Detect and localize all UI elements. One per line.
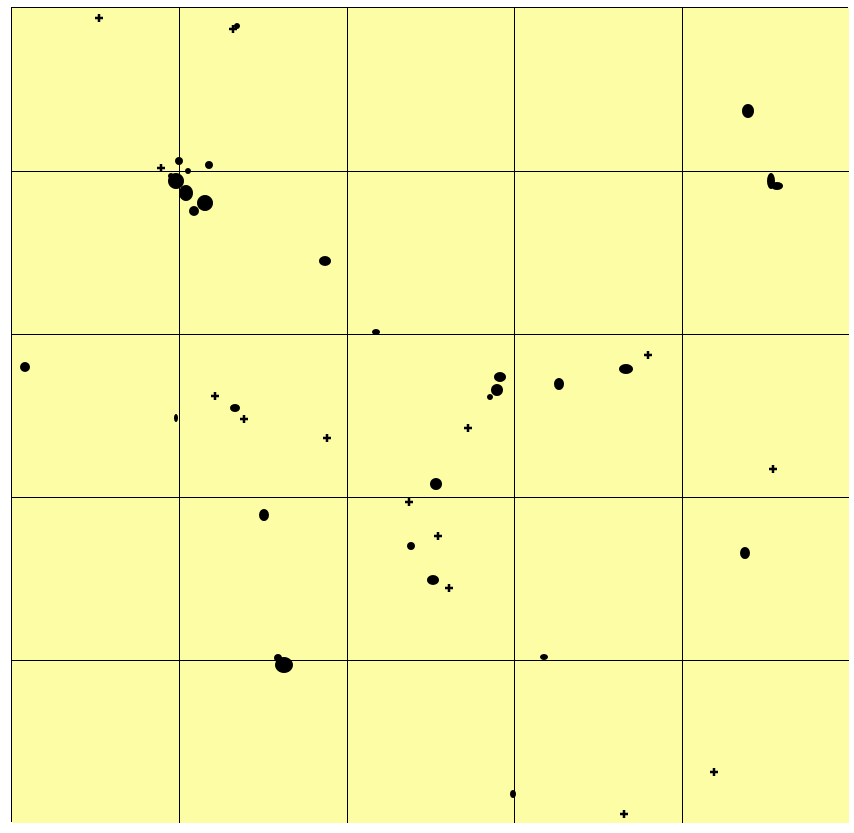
- blob-mark: [430, 478, 442, 490]
- plus-mark: [769, 465, 777, 473]
- blob-mark: [487, 394, 493, 400]
- blob-mark: [742, 104, 754, 118]
- plus-mark: [620, 810, 628, 818]
- blob-marks: [20, 14, 783, 818]
- plus-mark: [464, 424, 472, 432]
- blob-mark: [179, 185, 193, 201]
- blob-mark: [427, 575, 439, 585]
- plus-mark: [323, 434, 331, 442]
- blob-mark: [407, 542, 415, 550]
- plus-mark: [157, 164, 165, 172]
- blob-mark: [740, 547, 750, 559]
- blob-mark: [494, 372, 506, 382]
- plus-mark: [211, 392, 219, 400]
- blob-mark: [619, 364, 633, 374]
- blob-mark: [197, 195, 213, 211]
- blob-mark: [185, 168, 191, 174]
- blob-mark: [175, 157, 183, 165]
- blob-mark: [372, 329, 380, 335]
- blob-mark: [554, 378, 564, 390]
- plus-mark: [710, 768, 718, 776]
- plus-mark: [405, 498, 413, 506]
- plus-mark: [240, 415, 248, 423]
- canvas-svg: [12, 8, 849, 823]
- blob-mark: [319, 256, 331, 266]
- blob-mark: [205, 161, 213, 169]
- blob-mark: [540, 654, 548, 660]
- plus-mark: [95, 14, 103, 22]
- plus-mark: [644, 351, 652, 359]
- blob-mark: [510, 790, 516, 798]
- plus-mark: [434, 532, 442, 540]
- blob-mark: [274, 654, 282, 662]
- blob-mark: [234, 23, 240, 29]
- blob-mark: [230, 404, 240, 412]
- blob-mark: [20, 362, 30, 372]
- grid-canvas[interactable]: [11, 7, 849, 823]
- blob-mark: [168, 173, 174, 179]
- blob-mark: [491, 384, 503, 396]
- blob-mark: [189, 206, 199, 216]
- blob-mark: [259, 509, 269, 521]
- plus-mark: [445, 584, 453, 592]
- plus-mark: [229, 25, 237, 33]
- blob-mark: [771, 182, 783, 190]
- grid-lines: [12, 8, 849, 823]
- blob-mark: [174, 414, 178, 422]
- canvas-background: [12, 8, 849, 823]
